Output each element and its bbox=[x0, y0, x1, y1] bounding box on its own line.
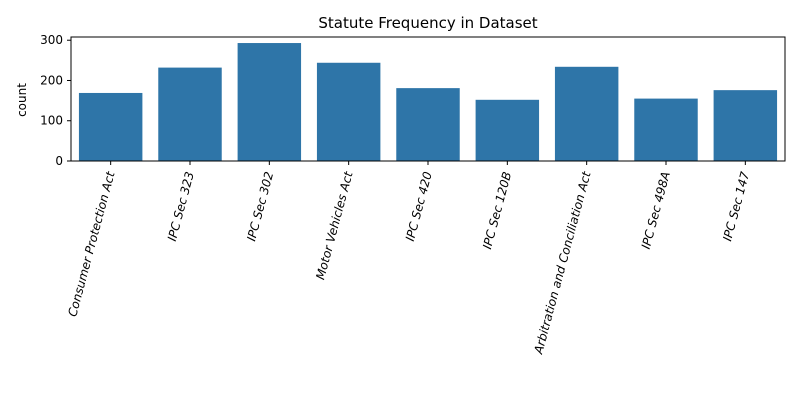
x-tick-label: Consumer Protection Act bbox=[65, 169, 118, 318]
y-tick-label: 0 bbox=[55, 154, 63, 168]
bar bbox=[158, 67, 222, 161]
x-tick-label: IPC Sec 498A bbox=[639, 170, 673, 250]
bar bbox=[316, 62, 381, 161]
x-tick-label: IPC Sec 147 bbox=[720, 170, 752, 243]
x-tick-label: Motor Vehicles Act bbox=[313, 169, 356, 281]
bar bbox=[634, 98, 698, 161]
y-axis-ticks: 0 100 200 300 bbox=[40, 33, 71, 168]
bar bbox=[396, 88, 460, 161]
bar bbox=[713, 90, 778, 161]
x-tick-label: IPC Sec 323 bbox=[165, 170, 197, 242]
y-tick-label: 200 bbox=[40, 73, 63, 87]
y-axis-label: count bbox=[15, 83, 29, 117]
x-tick-label: IPC Sec 302 bbox=[244, 170, 276, 242]
x-tick-label: Arbitration and Conciliation Act bbox=[531, 169, 594, 356]
y-tick-label: 300 bbox=[40, 33, 63, 47]
chart-title: Statute Frequency in Dataset bbox=[318, 14, 537, 32]
x-tick-label: IPC Sec 420 bbox=[403, 170, 435, 243]
plot-frame bbox=[70, 36, 786, 162]
bar bbox=[237, 43, 302, 162]
bar bbox=[475, 99, 540, 161]
bars-group bbox=[78, 43, 778, 162]
x-tick-label: IPC Sec 120B bbox=[480, 170, 514, 250]
y-tick-label: 100 bbox=[40, 114, 63, 128]
bar bbox=[78, 92, 143, 161]
bar bbox=[554, 66, 619, 161]
x-axis-ticks: Consumer Protection Act IPC Sec 323 IPC Se… bbox=[65, 161, 752, 356]
